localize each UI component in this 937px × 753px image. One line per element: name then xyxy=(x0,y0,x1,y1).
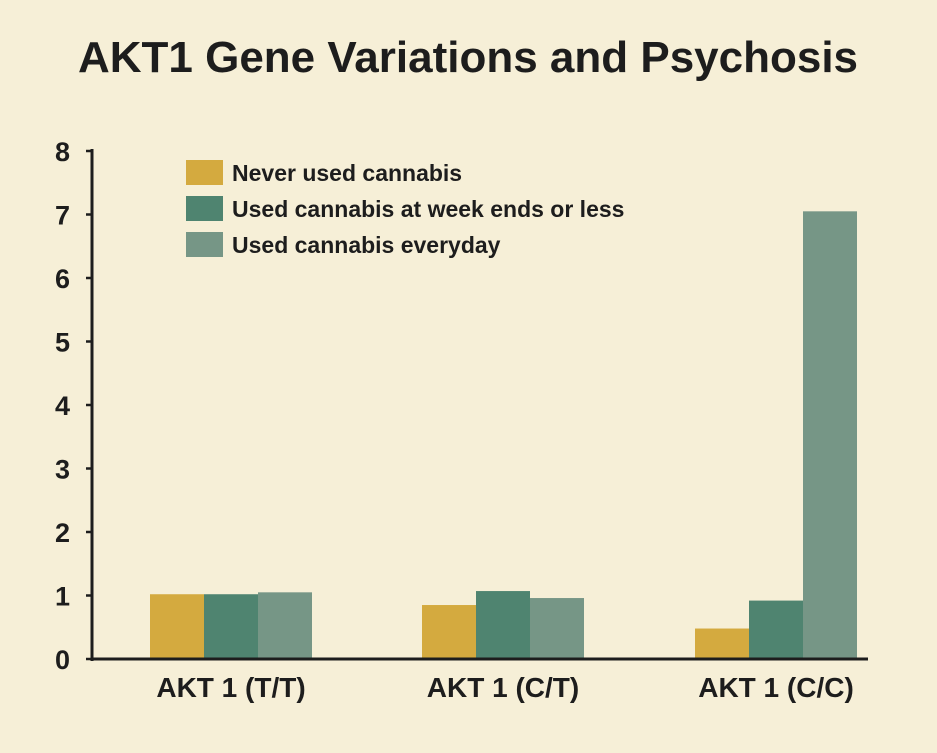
bar-1-series-3 xyxy=(258,592,312,659)
y-tick-label: 1 xyxy=(55,582,70,612)
bar-3-series-2 xyxy=(749,600,803,659)
y-tick-label: 3 xyxy=(55,455,70,485)
legend-label: Used cannabis at week ends or less xyxy=(232,196,624,222)
y-tick-label: 8 xyxy=(55,137,70,167)
bar-1-series-1 xyxy=(150,594,204,659)
legend-label: Never used cannabis xyxy=(232,160,462,186)
y-tick-label: 5 xyxy=(55,328,70,358)
y-tick-label: 2 xyxy=(55,518,70,548)
legend: Never used cannabis Used cannabis at week… xyxy=(186,160,624,258)
x-tick-label: AKT 1 (C/T) xyxy=(427,672,579,703)
bar-2-series-2 xyxy=(476,591,530,659)
x-tick-label: AKT 1 (C/C) xyxy=(698,672,854,703)
axes-layer: AKT 1 (T/T) AKT 1 (C/T) AKT 1 (C/C) 0 1 2 3 4 5 6… xyxy=(55,137,868,703)
bar-3-series-1 xyxy=(695,628,749,659)
y-tick-label: 4 xyxy=(55,391,70,421)
legend-swatch xyxy=(186,232,223,257)
y-tick-label: 0 xyxy=(55,645,70,675)
bar-2-series-3 xyxy=(530,598,584,659)
legend-label: Used cannabis everyday xyxy=(232,232,501,258)
y-tick-label: 6 xyxy=(55,264,70,294)
bar-1-series-2 xyxy=(204,594,258,659)
bars-layer xyxy=(150,211,857,659)
legend-swatch xyxy=(186,196,223,221)
chart-title: AKT1 Gene Variations and Psychosis xyxy=(78,33,858,82)
legend-swatch xyxy=(186,160,223,185)
y-tick-label: 7 xyxy=(55,201,70,231)
x-tick-label: AKT 1 (T/T) xyxy=(156,672,305,703)
bar-2-series-1 xyxy=(422,605,476,659)
bar-3-series-3 xyxy=(803,211,857,659)
